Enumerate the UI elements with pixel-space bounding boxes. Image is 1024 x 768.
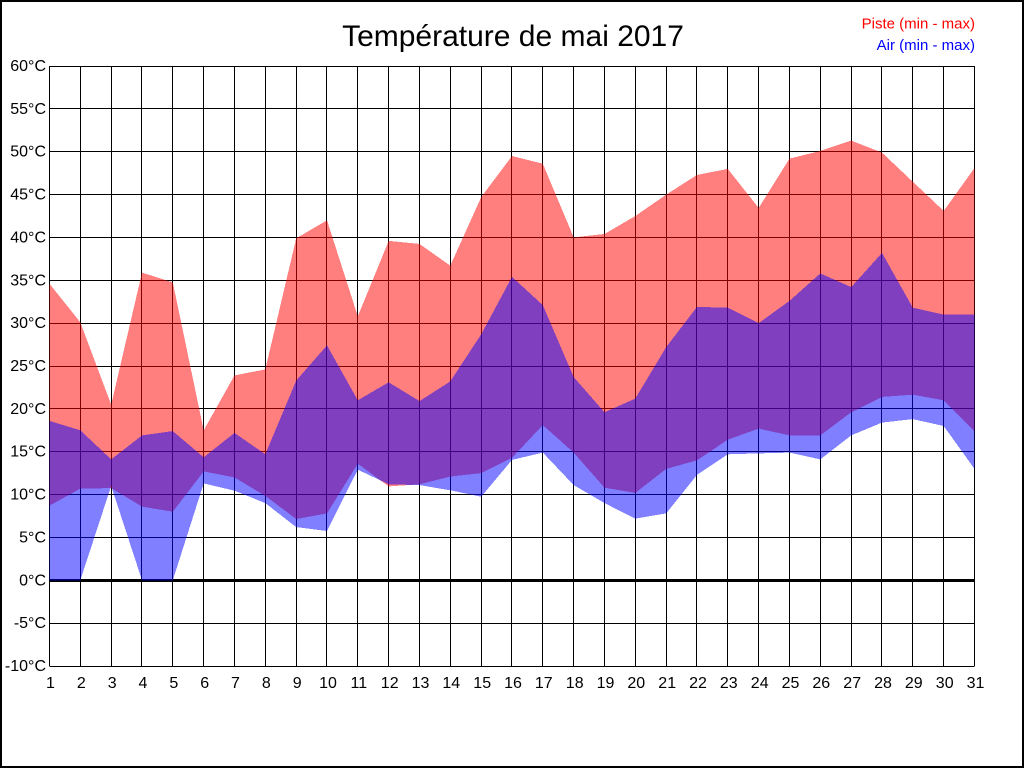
- svg-text:25°C: 25°C: [10, 358, 46, 375]
- svg-text:16: 16: [504, 675, 522, 692]
- svg-text:30°C: 30°C: [10, 315, 46, 332]
- svg-text:23: 23: [720, 675, 738, 692]
- svg-text:19: 19: [597, 675, 615, 692]
- svg-text:4: 4: [139, 675, 148, 692]
- svg-text:7: 7: [231, 675, 240, 692]
- svg-text:28: 28: [874, 675, 892, 692]
- svg-text:0°C: 0°C: [19, 572, 46, 589]
- svg-text:45°C: 45°C: [10, 187, 46, 204]
- svg-text:25: 25: [782, 675, 800, 692]
- svg-text:31: 31: [967, 675, 985, 692]
- svg-text:10°C: 10°C: [10, 487, 46, 504]
- svg-text:15: 15: [473, 675, 491, 692]
- svg-text:13: 13: [412, 675, 430, 692]
- svg-text:6: 6: [200, 675, 209, 692]
- svg-text:20°C: 20°C: [10, 401, 46, 418]
- svg-text:14: 14: [442, 675, 460, 692]
- svg-text:3: 3: [108, 675, 117, 692]
- svg-text:18: 18: [566, 675, 584, 692]
- svg-text:40°C: 40°C: [10, 229, 46, 246]
- svg-text:26: 26: [812, 675, 830, 692]
- svg-text:17: 17: [535, 675, 553, 692]
- svg-text:20: 20: [627, 675, 645, 692]
- svg-text:22: 22: [689, 675, 707, 692]
- svg-text:Air (min - max): Air (min - max): [877, 37, 975, 54]
- svg-text:9: 9: [293, 675, 302, 692]
- svg-text:2: 2: [77, 675, 86, 692]
- svg-text:10: 10: [319, 675, 337, 692]
- svg-text:12: 12: [381, 675, 399, 692]
- svg-text:1: 1: [46, 675, 55, 692]
- svg-text:60°C: 60°C: [10, 58, 46, 75]
- svg-text:27: 27: [843, 675, 861, 692]
- svg-text:11: 11: [350, 675, 367, 692]
- svg-text:29: 29: [905, 675, 923, 692]
- svg-text:30: 30: [936, 675, 954, 692]
- svg-text:Température de mai 2017: Température de mai 2017: [342, 20, 684, 53]
- svg-text:35°C: 35°C: [10, 272, 46, 289]
- svg-text:5: 5: [169, 675, 178, 692]
- svg-text:-10°C: -10°C: [5, 658, 46, 675]
- svg-text:5°C: 5°C: [19, 529, 46, 546]
- svg-text:Piste (min - max): Piste (min - max): [862, 16, 975, 33]
- svg-text:50°C: 50°C: [10, 144, 46, 161]
- svg-text:24: 24: [751, 675, 769, 692]
- svg-text:8: 8: [262, 675, 271, 692]
- svg-text:-5°C: -5°C: [14, 615, 46, 632]
- svg-text:55°C: 55°C: [10, 101, 46, 118]
- svg-text:21: 21: [658, 675, 676, 692]
- svg-text:15°C: 15°C: [10, 444, 46, 461]
